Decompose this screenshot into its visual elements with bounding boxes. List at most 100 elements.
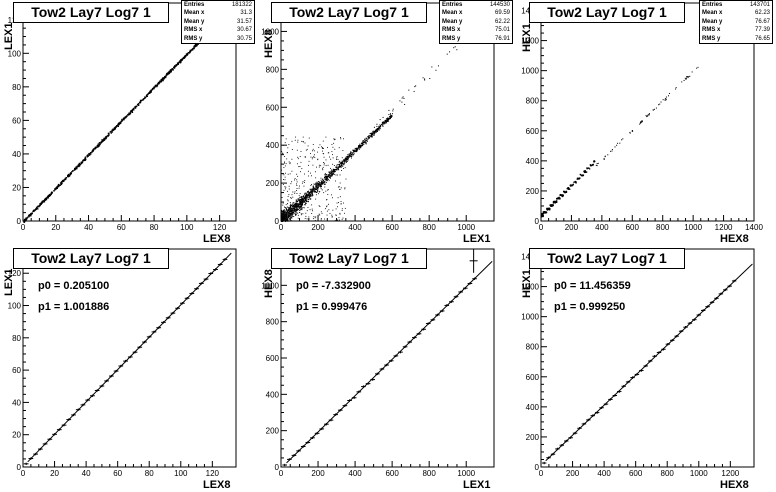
data-point: [327, 147, 328, 148]
data-point: [622, 138, 623, 139]
x-tick-label: 1200: [721, 469, 739, 478]
data-point: [560, 194, 561, 195]
data-point: [323, 192, 324, 193]
data-point: [298, 203, 299, 204]
data-point: [83, 160, 84, 161]
x-tick-label: 1400: [745, 223, 763, 232]
data-point: [110, 131, 111, 132]
data-point: [283, 218, 284, 219]
data-point: [91, 152, 92, 153]
data-point: [564, 191, 565, 192]
data-point: [331, 171, 332, 172]
data-point: [305, 202, 306, 203]
data-point: [333, 143, 334, 144]
x-tick-label: 600: [385, 469, 399, 478]
data-point: [323, 182, 324, 183]
data-point: [313, 156, 314, 157]
data-point: [349, 155, 350, 156]
data-point: [299, 212, 300, 213]
plot-title: Tow2 Lay7 Log7 1: [271, 248, 427, 269]
data-point: [326, 175, 327, 176]
data-point: [363, 140, 364, 141]
x-tick-label: 800: [422, 469, 436, 478]
data-point: [296, 209, 297, 210]
data-point: [62, 181, 63, 182]
data-point: [572, 185, 573, 186]
data-point: [297, 201, 298, 202]
data-point: [309, 138, 310, 139]
data-point: [305, 143, 306, 144]
data-point: [111, 131, 112, 132]
data-point: [308, 192, 309, 193]
data-point: [291, 220, 292, 221]
stats-value: 76.67: [755, 18, 770, 26]
stats-value: 69.59: [495, 9, 510, 17]
data-point: [388, 118, 389, 119]
data-point: [299, 188, 300, 189]
data-point: [668, 95, 669, 96]
data-point: [325, 184, 326, 185]
data-point: [288, 212, 289, 213]
data-point: [296, 206, 297, 207]
data-point: [323, 148, 324, 149]
data-point: [338, 166, 339, 167]
data-point: [314, 150, 315, 151]
data-point: [297, 213, 298, 214]
data-point: [392, 110, 393, 111]
data-point: [326, 182, 327, 183]
data-point: [306, 198, 307, 199]
data-point: [290, 197, 291, 198]
data-point: [320, 185, 321, 186]
data-point: [292, 210, 293, 211]
data-point: [190, 50, 191, 51]
data-point: [384, 121, 385, 122]
data-point: [355, 148, 356, 149]
data-point: [292, 213, 293, 214]
stats-value: 76.65: [755, 35, 770, 43]
x-tick-label: 80: [145, 469, 154, 478]
data-point: [338, 217, 339, 218]
data-point: [146, 95, 147, 96]
data-point: [301, 214, 302, 215]
data-point: [326, 199, 327, 200]
data-point: [311, 193, 312, 194]
data-point: [389, 118, 390, 119]
data-point: [362, 141, 363, 142]
data-point: [295, 214, 296, 215]
data-point: [320, 165, 321, 166]
data-point: [330, 178, 331, 179]
data-point: [374, 127, 375, 128]
data-point: [283, 216, 284, 217]
data-point: [284, 216, 285, 217]
y-tick-label: 200: [266, 427, 280, 436]
data-point: [371, 136, 372, 137]
stats-value: 30.75: [237, 35, 252, 43]
stats-value: 144530: [490, 1, 510, 9]
y-tick-label: 800: [526, 97, 540, 106]
data-point: [578, 178, 579, 179]
data-point: [360, 146, 361, 147]
data-point: [385, 123, 386, 124]
data-point: [301, 168, 302, 169]
data-point: [298, 200, 299, 201]
data-point: [295, 137, 296, 138]
data-point: [301, 141, 302, 142]
data-point: [319, 182, 320, 183]
data-point: [403, 98, 404, 99]
stats-value: 143701: [750, 1, 770, 9]
y-tick-label: 100: [8, 302, 22, 311]
stats-row: RMS x 30.67: [182, 26, 254, 34]
data-point: [283, 145, 284, 146]
y-axis-label: LEX1: [3, 22, 15, 50]
data-point: [313, 188, 314, 189]
data-point: [598, 163, 599, 164]
data-point: [298, 199, 299, 200]
data-point: [291, 198, 292, 199]
data-point: [331, 194, 332, 195]
data-point: [302, 197, 303, 198]
data-point: [317, 187, 318, 188]
data-point: [79, 165, 80, 166]
stats-value: 77.39: [755, 26, 770, 34]
data-point: [345, 167, 346, 168]
data-point: [343, 164, 344, 165]
